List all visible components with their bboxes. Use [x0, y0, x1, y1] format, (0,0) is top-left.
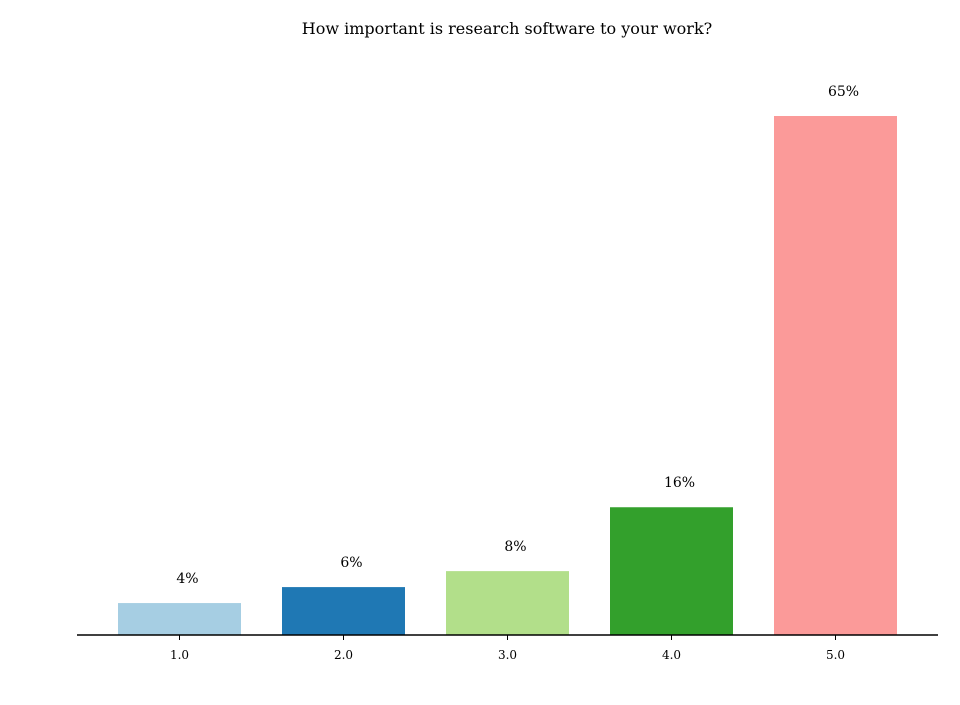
data-labels-layer: 4% 6% 8% 16% 65%	[176, 84, 859, 587]
bar-4.0	[610, 507, 733, 635]
bar-1.0	[118, 603, 241, 635]
x-axis-ticks: 1.0 2.0 3.0 4.0 5.0	[170, 635, 845, 662]
data-label-5.0: 65%	[828, 84, 859, 100]
x-tick-label-2.0: 2.0	[334, 648, 353, 662]
bar-5.0	[774, 116, 897, 635]
data-label-1.0: 4%	[176, 571, 198, 587]
data-label-4.0: 16%	[664, 475, 695, 491]
chart-title: How important is research software to yo…	[302, 19, 712, 38]
data-label-2.0: 6%	[340, 555, 362, 571]
bar-3.0	[446, 571, 569, 635]
x-tick-label-1.0: 1.0	[170, 648, 189, 662]
x-tick-label-5.0: 5.0	[826, 648, 845, 662]
data-label-3.0: 8%	[504, 539, 526, 555]
x-tick-label-4.0: 4.0	[662, 648, 681, 662]
bar-2.0	[282, 587, 405, 635]
x-tick-label-3.0: 3.0	[498, 648, 517, 662]
bars-layer	[118, 116, 897, 635]
